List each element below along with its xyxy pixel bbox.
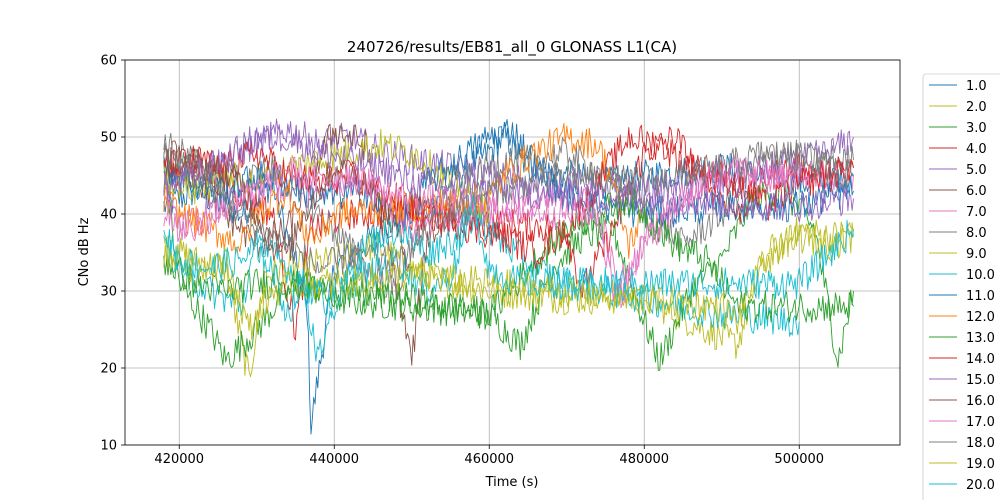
legend-label: 13.0 [966, 331, 995, 346]
y-tick-label: 40 [100, 208, 117, 223]
series-line-20.0 [163, 196, 854, 322]
series-line-14.0 [163, 124, 854, 269]
x-tick-label: 460000 [464, 452, 514, 467]
legend-label: 2.0 [966, 100, 987, 115]
legend-label: 5.0 [966, 163, 987, 178]
legend: 1.0 2.0 3.0 4.0 5.0 6.0 7.0 8.0 9.0 10.0 11.0 12.0 1… [922, 73, 1000, 500]
legend-label: 15.0 [966, 373, 995, 388]
series-line-11.0 [163, 118, 854, 234]
x-axis-ticks: 420000 440000 460000 480000 500000 [154, 445, 824, 467]
legend-label: 10.0 [966, 268, 995, 283]
series-layer [163, 118, 854, 435]
legend-label: 14.0 [966, 352, 995, 367]
chart-title: 240726/results/EB81_all_0 GLONASS L1(CA) [347, 38, 677, 57]
legend-label: 11.0 [966, 289, 995, 304]
series-line-19.0 [163, 222, 854, 340]
legend-label: 6.0 [966, 184, 987, 199]
legend-label: 12.0 [966, 310, 995, 325]
series-line-18.0 [163, 141, 854, 281]
y-tick-label: 10 [100, 439, 117, 454]
legend-label: 3.0 [966, 121, 987, 136]
plot-frame [124, 59, 901, 446]
legend-label: 8.0 [966, 226, 987, 241]
x-tick-label: 480000 [619, 452, 669, 467]
y-tick-label: 30 [100, 285, 117, 300]
x-tick-label: 500000 [774, 452, 824, 467]
legend-label: 9.0 [966, 247, 987, 262]
y-tick-label: 60 [100, 54, 117, 69]
legend-label: 16.0 [966, 394, 995, 409]
x-axis-label: Time (s) [485, 475, 539, 490]
legend-label: 17.0 [966, 415, 995, 430]
series-line-17.0 [163, 152, 800, 302]
y-tick-label: 20 [100, 362, 117, 377]
x-tick-label: 440000 [309, 452, 359, 467]
series-line-2.0 [163, 216, 854, 378]
legend-label: 18.0 [966, 436, 995, 451]
y-axis-ticks: 10 20 30 40 50 60 [100, 54, 125, 454]
series-line-15.0 [163, 121, 854, 223]
legend-label: 4.0 [966, 142, 987, 157]
y-tick-label: 50 [100, 131, 117, 146]
x-tick-label: 420000 [154, 452, 204, 467]
legend-label: 1.0 [966, 79, 987, 94]
y-axis-label: CNo dB Hz [77, 217, 92, 286]
legend-label: 20.0 [966, 478, 995, 493]
legend-label: 19.0 [966, 457, 995, 472]
legend-box [922, 73, 1000, 500]
legend-label: 7.0 [966, 205, 987, 220]
